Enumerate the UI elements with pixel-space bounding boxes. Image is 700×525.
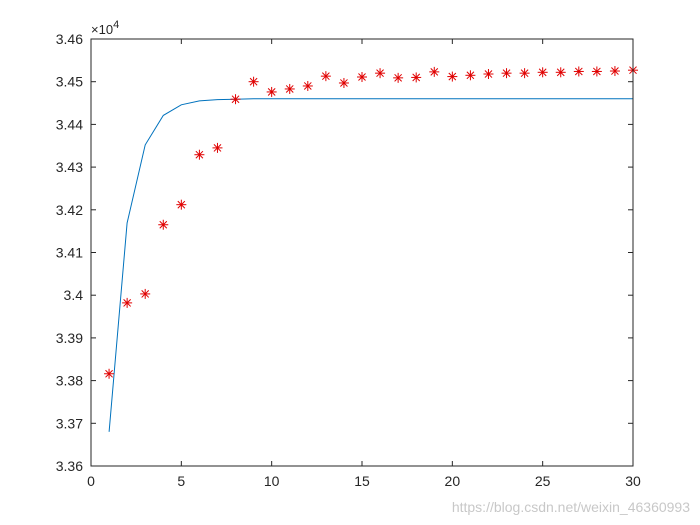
y-exponent-power: 4 (113, 19, 119, 31)
series-line (108, 98, 633, 432)
data-point-marker (537, 67, 548, 78)
y-tick-label: 3.44 (56, 116, 83, 132)
data-point-marker (284, 83, 295, 94)
data-point-marker (158, 219, 169, 230)
data-point-marker (266, 86, 277, 97)
data-point-marker (573, 66, 584, 77)
y-tick-label: 3.46 (56, 31, 83, 47)
data-point-marker (465, 70, 476, 81)
plot-area (91, 39, 633, 466)
watermark: https://blog.csdn.net/weixin_46360993 (452, 499, 690, 515)
data-point-marker (411, 72, 422, 83)
x-tick-label: 20 (445, 473, 461, 489)
data-point-marker (122, 297, 133, 308)
data-point-marker (140, 288, 151, 299)
y-exponent-label: ×104 (91, 19, 119, 37)
data-point-marker (302, 80, 313, 91)
data-point-marker (501, 68, 512, 79)
y-tick-label: 3.4 (64, 287, 84, 303)
y-tick-label: 3.41 (56, 245, 83, 261)
data-point-marker (393, 72, 404, 83)
data-point-marker (338, 77, 349, 88)
x-tick-label: 25 (535, 473, 551, 489)
tick-labels-layer: 0 5 10 15 20 25 30 3.36 3.37 3.38 3.39 3.4 3.41 3.42 3… (56, 31, 641, 489)
data-point-marker (357, 72, 367, 83)
y-tick-label: 3.45 (56, 74, 83, 90)
y-tick-label: 3.37 (56, 415, 83, 431)
x-tick-label: 30 (625, 473, 641, 489)
data-point-marker (194, 149, 205, 160)
data-point-marker (555, 67, 566, 78)
data-point-marker (104, 368, 115, 379)
data-point-marker (248, 76, 259, 87)
ticks-layer (90, 38, 634, 467)
y-tick-label: 3.43 (56, 159, 83, 175)
data-point-marker (591, 66, 602, 77)
data-point-marker (429, 66, 440, 77)
data-point-marker (609, 66, 620, 77)
x-tick-label: 5 (177, 473, 185, 489)
data-point-marker (447, 71, 458, 82)
data-point-marker (212, 142, 223, 153)
y-exponent-base: ×10 (91, 22, 113, 37)
x-tick-label: 0 (87, 473, 95, 489)
y-tick-label: 3.36 (56, 458, 83, 474)
y-tick-label: 3.38 (56, 373, 83, 389)
data-point-marker (519, 68, 530, 79)
x-tick-label: 10 (264, 473, 280, 489)
data-point-marker (483, 69, 494, 80)
y-tick-label: 3.39 (56, 330, 83, 346)
x-tick-label: 15 (354, 473, 370, 489)
data-point-marker (375, 68, 386, 79)
data-point-marker (320, 71, 331, 82)
data-point-marker (230, 94, 241, 105)
y-tick-label: 3.42 (56, 202, 83, 218)
data-point-marker (176, 199, 187, 210)
